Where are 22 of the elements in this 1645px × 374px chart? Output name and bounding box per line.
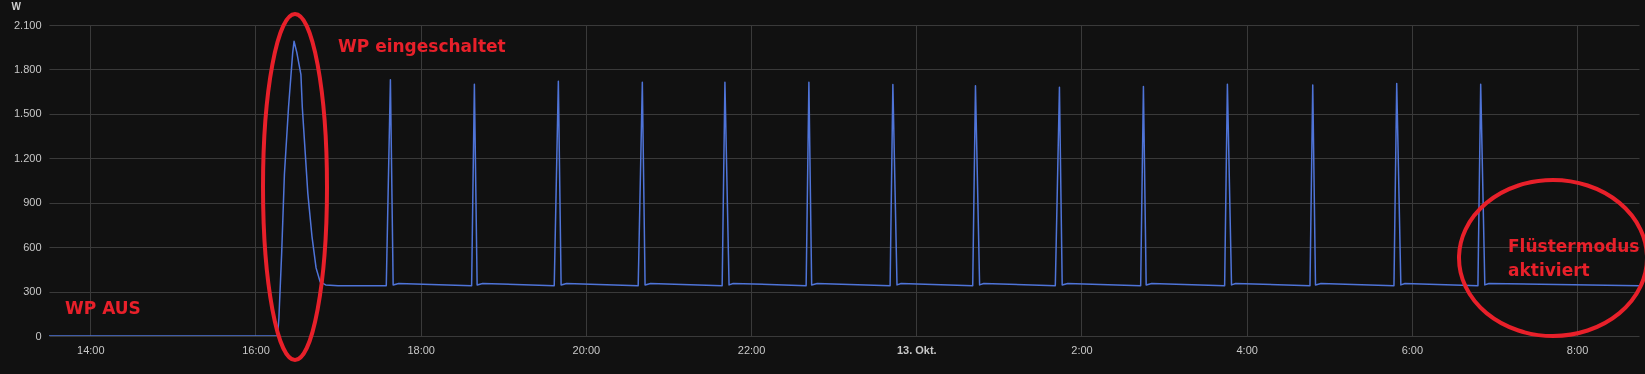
y-tick-label: 0 <box>35 329 42 342</box>
y-tick-label: 300 <box>23 285 42 298</box>
y-axis-title: W <box>11 0 22 12</box>
x-tick-label: 16:00 <box>242 343 270 356</box>
annotation: WP AUS <box>65 298 141 318</box>
y-tick-label: 1.500 <box>13 107 42 120</box>
y-tick-label: 1.800 <box>13 62 42 75</box>
x-tick-label: 4:00 <box>1236 343 1258 356</box>
x-tick-label: 8:00 <box>1566 343 1589 356</box>
x-tick-label: 22:00 <box>737 343 766 356</box>
y-tick-label: 1.200 <box>13 151 42 164</box>
y-tick-label: 2.100 <box>13 18 42 31</box>
x-tick-label: 2:00 <box>1071 343 1093 356</box>
annotation: Flüstermodus aktiviert <box>1508 236 1640 280</box>
x-tick-label: 20:00 <box>572 343 601 356</box>
x-tick-label: 18:00 <box>407 343 435 356</box>
annotation: WP eingeschaltet <box>338 36 506 56</box>
y-tick-label: 900 <box>23 196 42 209</box>
x-tick-label: 13. Okt. <box>896 343 937 356</box>
y-tick-label: 600 <box>23 240 42 253</box>
x-tick-label: 6:00 <box>1401 343 1424 356</box>
x-tick-label: 14:00 <box>77 343 105 356</box>
